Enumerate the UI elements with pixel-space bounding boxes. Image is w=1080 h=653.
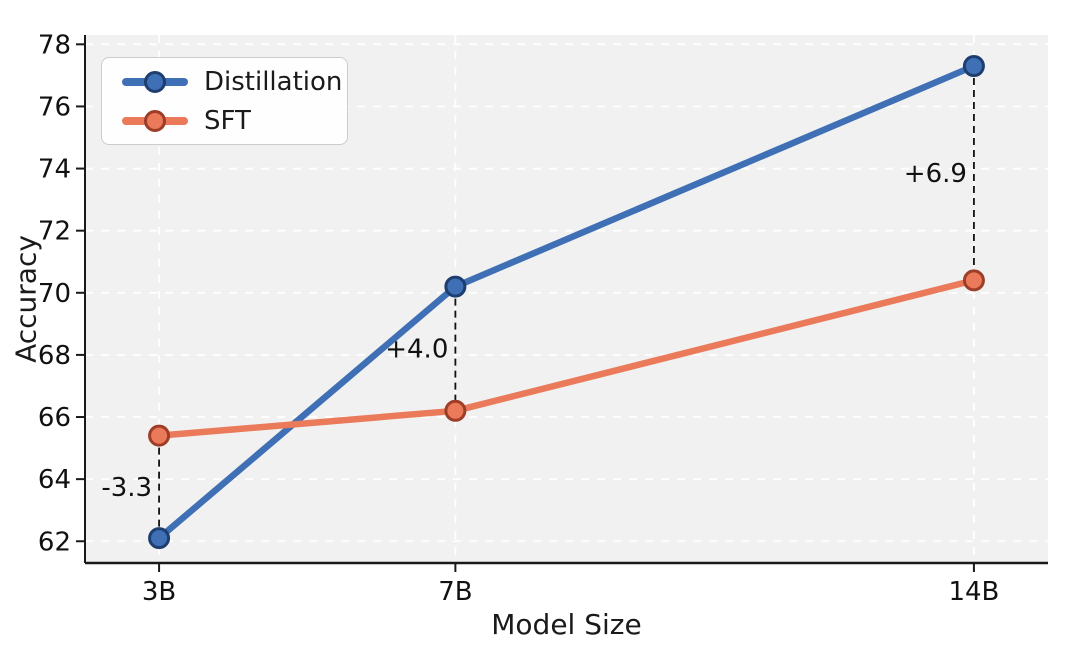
axes-spines-ticks [76,35,1048,572]
line-marker-swatch-icon [122,109,188,132]
line-marker-swatch-icon [122,70,188,93]
data-point-markers [148,55,985,550]
y-tick-label: 66 [38,403,71,433]
y-tick-label: 68 [38,341,71,371]
annotation-lines [158,66,975,539]
legend-label-sft: SFT [204,105,251,136]
data-point-sft [962,269,985,292]
legend-item-distillation: Distillation [122,69,342,95]
delta-label: +6.9 [904,159,967,189]
legend-item-sft: SFT [122,108,333,134]
annotation-labels: -3.3 +4.0 +6.9 [101,159,967,503]
y-tick-label: 70 [38,279,71,309]
data-point-sft [148,424,171,447]
legend: Distillation SFT [101,57,348,145]
delta-label: -3.3 [101,473,152,503]
y-tick-label: 72 [38,217,71,247]
x-tick-label: 14B [948,577,999,607]
delta-label: +4.0 [385,335,448,365]
legend-dot-icon [144,109,166,132]
y-axis-title: Accuracy [9,235,43,363]
y-tick-label: 64 [38,465,71,495]
x-tick-label: 3B [142,577,176,607]
data-point-sft [444,399,467,422]
data-point-distillation [444,275,467,298]
y-tick-label: 78 [38,30,71,60]
y-tick-label: 76 [38,92,71,122]
data-point-distillation [962,55,985,78]
legend-dot-icon [144,70,166,93]
tick-labels: 62 64 66 68 70 72 74 76 78 3B 7B 14B [38,30,999,607]
y-tick-label: 74 [38,155,71,185]
x-axis-title: Model Size [491,608,642,641]
legend-label-distillation: Distillation [204,66,343,97]
data-point-distillation [148,527,171,550]
x-tick-label: 7B [438,577,472,607]
y-tick-label: 62 [38,527,71,557]
